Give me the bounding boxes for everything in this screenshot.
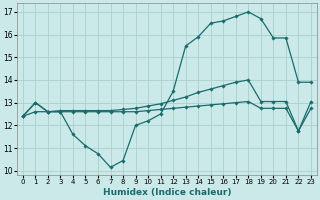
X-axis label: Humidex (Indice chaleur): Humidex (Indice chaleur)	[103, 188, 231, 197]
